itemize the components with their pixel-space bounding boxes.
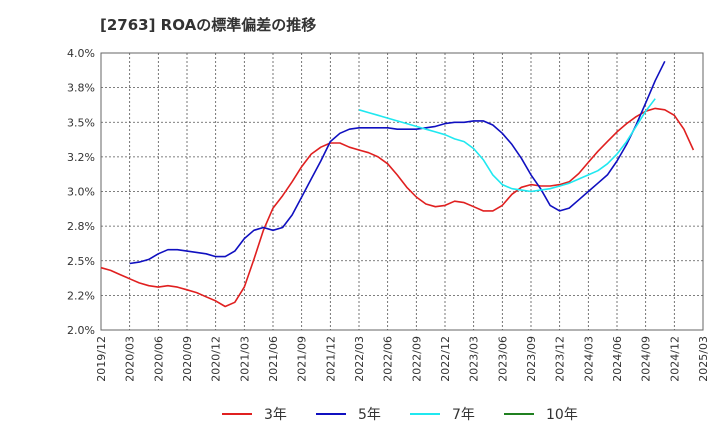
y-tick-label: 2.2% <box>67 289 95 302</box>
chart-title: [2763] ROAの標準偏差の推移 <box>100 16 317 34</box>
x-tick-label: 2024/06 <box>611 336 624 382</box>
legend-label-2: 7年 <box>452 407 475 423</box>
y-tick-label: 4.0% <box>67 47 95 60</box>
x-tick-label: 2023/03 <box>468 336 481 382</box>
y-tick-label: 2.8% <box>67 220 95 233</box>
y-tick-label: 3.2% <box>67 151 95 164</box>
y-tick-label: 2.0% <box>67 324 95 337</box>
x-tick-label: 2022/09 <box>410 336 423 382</box>
series-line-2 <box>358 98 656 193</box>
y-tick-label: 3.5% <box>67 116 95 129</box>
x-tick-label: 2023/12 <box>554 336 567 382</box>
x-tick-label: 2019/12 <box>95 336 108 382</box>
x-tick-label: 2022/06 <box>382 336 395 382</box>
y-tick-label: 2.5% <box>67 255 95 268</box>
legend-label-0: 3年 <box>264 407 287 423</box>
x-tick-label: 2021/09 <box>296 336 309 382</box>
x-tick-label: 2020/03 <box>124 336 137 382</box>
y-tick-label: 3.0% <box>67 186 95 199</box>
x-tick-label: 2024/09 <box>640 336 653 382</box>
x-tick-label: 2021/03 <box>238 336 251 382</box>
x-tick-label: 2025/03 <box>697 336 710 382</box>
x-tick-label: 2023/09 <box>525 336 538 382</box>
x-tick-label: 2020/12 <box>210 336 223 382</box>
x-tick-label: 2021/06 <box>267 336 280 382</box>
x-tick-label: 2024/03 <box>582 336 595 382</box>
x-tick-label: 2022/12 <box>439 336 452 382</box>
x-tick-label: 2022/03 <box>353 336 366 382</box>
series-line-0 <box>100 107 695 308</box>
series-line-1 <box>129 60 666 265</box>
x-tick-label: 2024/12 <box>668 336 681 382</box>
x-tick-label: 2020/06 <box>152 336 165 382</box>
legend-label-1: 5年 <box>358 407 381 423</box>
x-tick-label: 2020/09 <box>181 336 194 382</box>
legend-label-3: 10年 <box>546 407 578 423</box>
x-tick-label: 2023/06 <box>496 336 509 382</box>
x-tick-label: 2021/12 <box>324 336 337 382</box>
y-tick-label: 3.8% <box>67 82 95 95</box>
